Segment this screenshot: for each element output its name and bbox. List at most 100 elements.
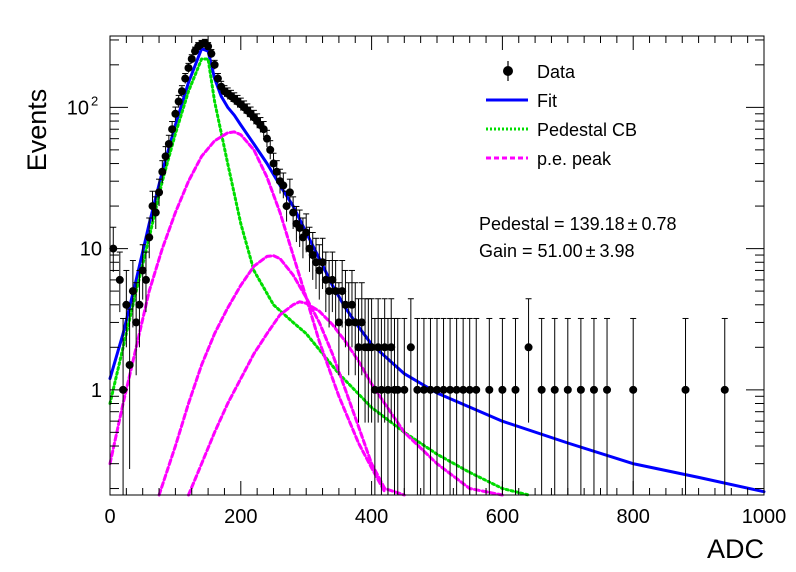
- legend-data-label: Data: [537, 62, 576, 82]
- data-point: [138, 266, 147, 275]
- data-point: [370, 385, 379, 394]
- data-point: [338, 287, 347, 296]
- data-point: [681, 385, 690, 394]
- data-point: [128, 287, 137, 296]
- data-point: [282, 202, 291, 211]
- gain-result: Gain = 51.00 ±3.98: [479, 241, 635, 261]
- data-point: [145, 233, 154, 242]
- data-point: [334, 318, 343, 327]
- data-point: [347, 300, 356, 309]
- series-p-e-peak-2-curve: [157, 254, 406, 497]
- data-point: [406, 343, 415, 352]
- data-point: [720, 385, 729, 394]
- data-point: [312, 258, 321, 267]
- pedestal-result-text: Pedestal = 139.18: [479, 214, 625, 234]
- legend-pe-label: p.e. peak: [537, 149, 612, 169]
- data-point: [321, 275, 330, 284]
- data-point: [184, 63, 193, 72]
- data-point: [603, 385, 612, 394]
- data-point: [383, 385, 392, 394]
- data-point: [393, 385, 402, 394]
- x-tick-label: 200: [224, 506, 257, 528]
- data-point: [155, 188, 164, 197]
- x-tick-label: 1000: [742, 506, 787, 528]
- data-point: [537, 385, 546, 394]
- data-point: [164, 140, 173, 149]
- data-point: [308, 251, 317, 260]
- pedestal-result: Pedestal = 139.18 ±0.78: [479, 214, 677, 234]
- data-point: [168, 125, 177, 134]
- data-point: [550, 385, 559, 394]
- data-point: [125, 360, 134, 369]
- data-point: [269, 159, 278, 168]
- legend-fit-label: Fit: [537, 91, 557, 111]
- data-point: [589, 385, 598, 394]
- y-tick-label: 10: [67, 97, 89, 119]
- data-point: [158, 167, 167, 176]
- data-point: [177, 87, 186, 96]
- data-point: [259, 125, 268, 134]
- data-point: [122, 300, 131, 309]
- data-point: [266, 145, 275, 154]
- data-point: [472, 385, 481, 394]
- x-axis-label: ADC: [707, 534, 764, 564]
- legend: Data Fit Pedestal CB p.e. peak: [486, 61, 637, 169]
- data-point: [331, 287, 340, 296]
- data-point: [446, 385, 455, 394]
- data-point: [285, 188, 294, 197]
- data-point: [318, 258, 327, 267]
- data-point: [344, 318, 353, 327]
- data-point: [452, 385, 461, 394]
- data-point: [141, 275, 150, 284]
- pedestal-error: 0.78: [642, 214, 677, 234]
- data-point: [465, 385, 474, 394]
- data-point: [374, 343, 383, 352]
- data-point: [387, 343, 396, 352]
- data-point: [171, 109, 180, 118]
- legend-pedestal-label: Pedestal CB: [537, 120, 637, 140]
- data-point: [272, 167, 281, 176]
- series-pedestal-cb-curve: [108, 57, 531, 497]
- y-tick-label: 1: [91, 380, 102, 402]
- data-point: [279, 181, 288, 190]
- x-tick-label: 600: [486, 506, 519, 528]
- data-point: [524, 343, 533, 352]
- data-point: [377, 385, 386, 394]
- x-tick-label: 800: [617, 506, 650, 528]
- data-point: [148, 202, 157, 211]
- data-point: [213, 74, 222, 83]
- data-point: [629, 385, 638, 394]
- pedestal-pm-symbol: ±: [628, 214, 638, 234]
- y-tick-exponent: 2: [91, 93, 98, 108]
- data-point: [341, 300, 350, 309]
- data-point: [305, 244, 314, 253]
- data-point: [187, 54, 196, 63]
- data-point: [576, 385, 585, 394]
- data-point: [357, 318, 366, 327]
- data-point: [135, 300, 144, 309]
- data-point: [563, 385, 572, 394]
- data-point: [511, 385, 520, 394]
- data-point: [426, 385, 435, 394]
- data-point: [328, 275, 337, 284]
- data-point: [325, 287, 334, 296]
- x-tick-label: 0: [104, 506, 115, 528]
- gain-pm-symbol: ±: [586, 241, 596, 261]
- data-point: [207, 49, 216, 58]
- series-p-e-peak-curve: [108, 130, 387, 494]
- data-point: [115, 275, 124, 284]
- legend-data-marker: [503, 66, 513, 76]
- data-point: [439, 385, 448, 394]
- data-point: [289, 208, 298, 217]
- data-point: [161, 152, 170, 161]
- data-point: [181, 74, 190, 83]
- data-point: [459, 385, 468, 394]
- data-point: [367, 343, 376, 352]
- data-point: [380, 343, 389, 352]
- data-point: [433, 385, 441, 394]
- gain-result-text: Gain = 51.00: [479, 241, 583, 261]
- data-point: [132, 318, 141, 327]
- gain-error: 3.98: [599, 241, 634, 261]
